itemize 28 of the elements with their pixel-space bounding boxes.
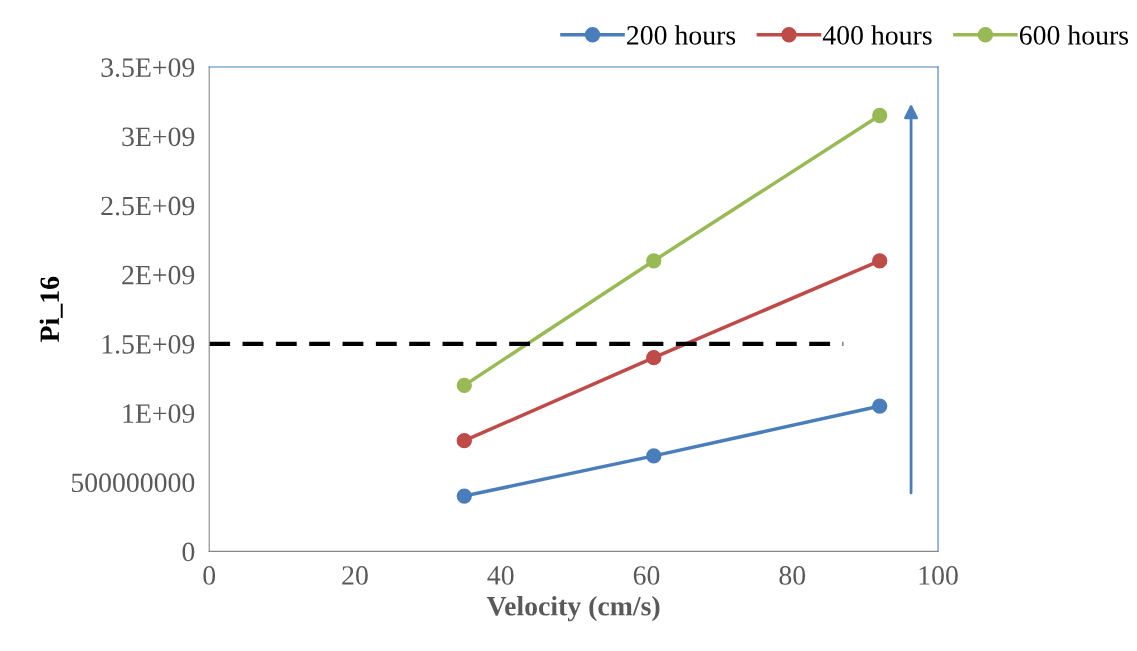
legend-label: 600 hours bbox=[1019, 25, 1129, 45]
point bbox=[646, 350, 662, 366]
point bbox=[456, 488, 472, 504]
legend-label: 200 hours bbox=[627, 25, 736, 45]
point bbox=[872, 107, 888, 124]
point bbox=[646, 253, 662, 269]
point bbox=[872, 398, 888, 414]
x-tick-label: 0 bbox=[203, 566, 216, 585]
point bbox=[646, 448, 662, 464]
x-tick-label: 80 bbox=[779, 566, 806, 585]
y-tick-label: 1.5E+09 bbox=[102, 334, 195, 354]
y-axis-title: Pi_16 bbox=[39, 276, 63, 342]
x-tick-label: 60 bbox=[633, 566, 660, 585]
legend-label: 400 hours bbox=[822, 25, 932, 45]
point bbox=[872, 253, 888, 269]
y-tick-label: 0 bbox=[182, 542, 195, 562]
y-tick-label: 2E+09 bbox=[122, 265, 195, 285]
point bbox=[456, 377, 472, 393]
x-axis-title: Velocity (cm/s) bbox=[486, 596, 660, 622]
x-tick-label: 100 bbox=[919, 566, 958, 585]
point bbox=[456, 433, 472, 449]
y-tick-label: 1E+09 bbox=[123, 404, 195, 423]
y-tick-label: 2.5E+09 bbox=[101, 196, 195, 216]
y-tick-label: 3.5E+09 bbox=[101, 58, 195, 78]
y-tick-label: 3E+09 bbox=[122, 127, 195, 147]
y-tick-label: 500000000 bbox=[71, 473, 195, 493]
x-tick-label: 20 bbox=[342, 566, 368, 585]
x-tick-label: 40 bbox=[487, 566, 514, 585]
